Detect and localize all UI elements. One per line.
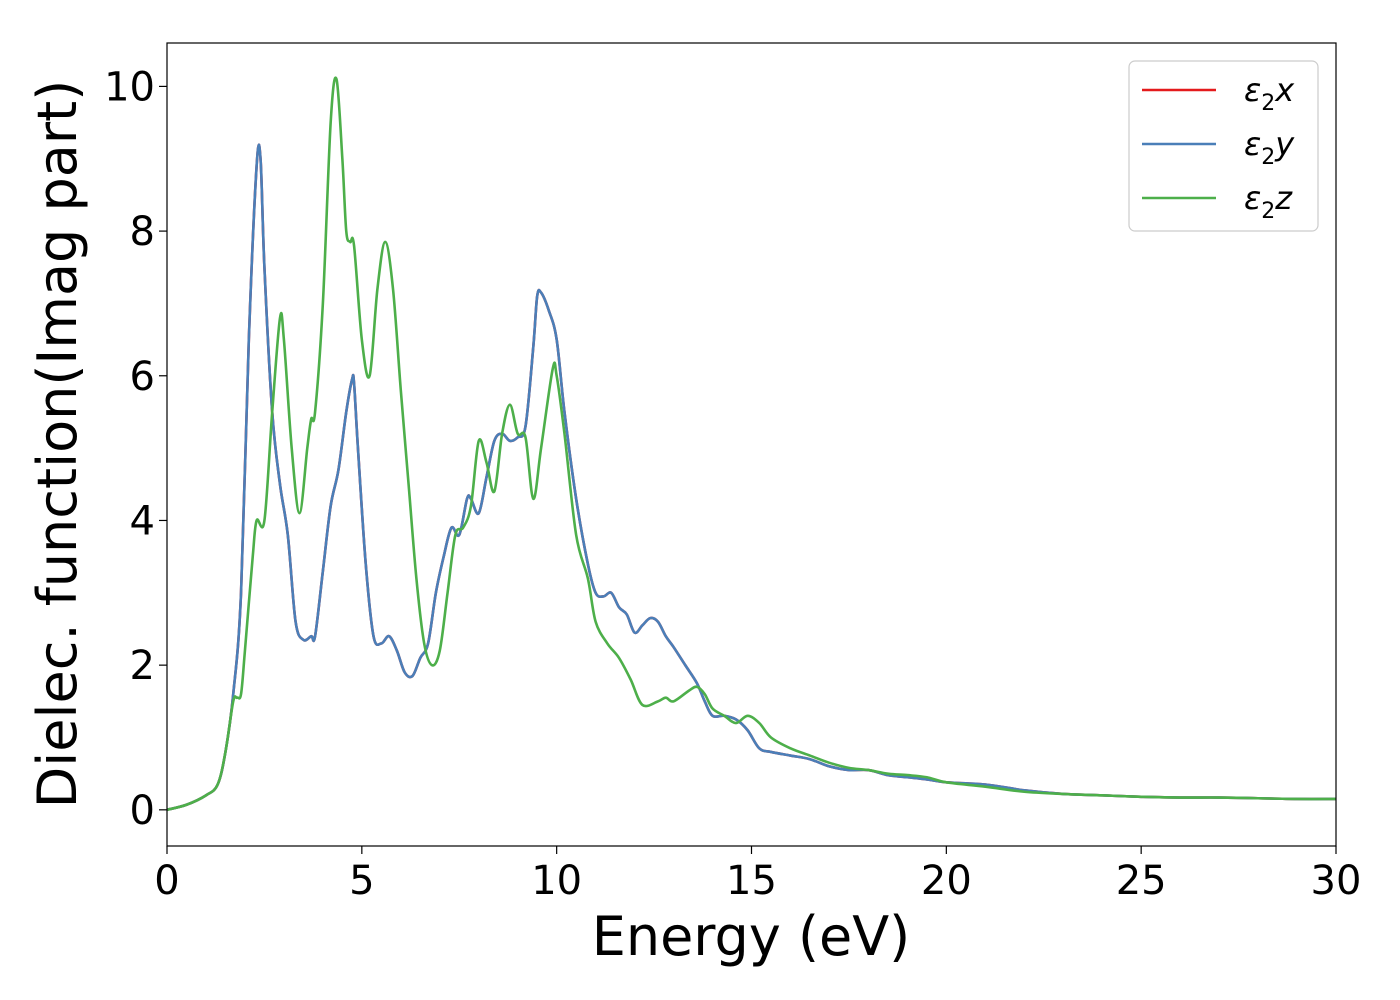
legend-label-tail: x <box>1274 71 1295 109</box>
legend-label-base: ε <box>1244 71 1261 109</box>
x-tick-label: 5 <box>349 858 374 904</box>
legend-label-tail: z <box>1274 179 1293 217</box>
legend-label-tail: y <box>1274 125 1295 163</box>
x-axis-title: Energy (eV) <box>592 905 911 968</box>
x-tick-label: 15 <box>726 858 777 904</box>
y-axis-title: Dielec. function(Imag part) <box>26 80 89 809</box>
legend-label-x: ε2x <box>1244 71 1295 116</box>
legend-label-sub: 2 <box>1261 91 1275 116</box>
x-tick-label: 30 <box>1311 858 1362 904</box>
y-tick-label: 4 <box>130 498 155 544</box>
legend-label-base: ε <box>1244 125 1261 163</box>
series-line-y <box>166 143 1337 812</box>
y-tick-label: 0 <box>130 788 155 834</box>
legend-label-sub: 2 <box>1261 145 1275 170</box>
x-tick-label: 0 <box>154 858 179 904</box>
legend-label-base: ε <box>1244 179 1261 217</box>
y-tick-label: 10 <box>104 64 155 110</box>
x-tick-label: 20 <box>921 858 972 904</box>
legend-label-sub: 2 <box>1261 199 1275 224</box>
y-tick-label: 2 <box>130 643 155 689</box>
series-line-z <box>166 76 1337 812</box>
y-tick-label: 6 <box>130 354 155 400</box>
x-axis: 0 5 10 15 20 25 30 <box>154 846 1361 904</box>
y-axis: 0 2 4 6 8 10 <box>104 64 167 834</box>
x-tick-label: 25 <box>1116 858 1167 904</box>
legend-label-y: ε2y <box>1244 125 1295 170</box>
x-tick-label: 10 <box>531 858 582 904</box>
series-layer <box>166 76 1337 812</box>
y-tick-label: 8 <box>130 209 155 255</box>
legend-label-z: ε2z <box>1244 179 1293 224</box>
legend-box <box>1128 60 1319 232</box>
